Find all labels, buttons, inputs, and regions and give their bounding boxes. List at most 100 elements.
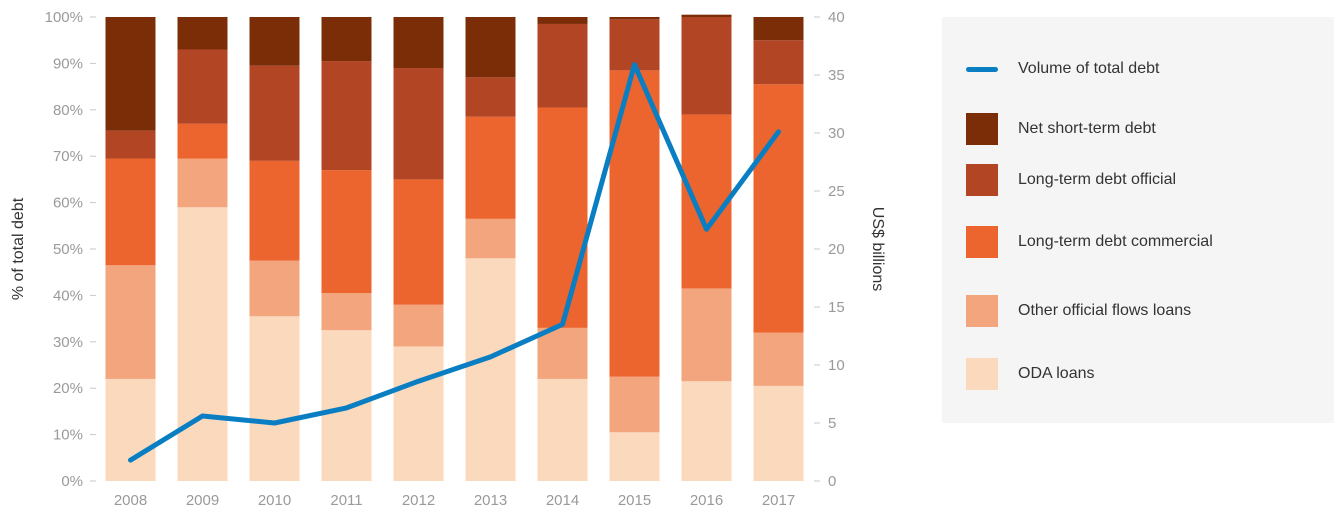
bar-segment-2010-long-term-debt-commercial xyxy=(249,160,300,261)
bar-segment-2008-other-official-flows-loans xyxy=(105,265,156,379)
bar-segment-2011-other-official-flows-loans xyxy=(321,293,372,331)
x-tick-label: 2015 xyxy=(618,492,651,507)
bar-segment-2008-oda-loans xyxy=(105,378,156,481)
y2-tick-label: 30 xyxy=(828,125,845,142)
x-tick-label: 2008 xyxy=(114,492,147,507)
y2-axis-title: US$ billions xyxy=(869,207,886,291)
y-axis-title: % of total debt xyxy=(10,197,27,300)
bar-segment-2013-net-short-term-debt xyxy=(465,17,516,78)
y2-tick-label: 20 xyxy=(828,241,845,258)
bar-segment-2016-oda-loans xyxy=(681,381,732,481)
bar-segment-2014-oda-loans xyxy=(537,378,588,481)
bar-segment-2017-oda-loans xyxy=(753,385,804,481)
y-tick-label: 80% xyxy=(53,102,83,119)
bar-segment-2017-long-term-debt-official xyxy=(753,40,804,85)
bar-segment-2016-long-term-debt-official xyxy=(681,17,732,115)
y-tick-label: 30% xyxy=(53,334,83,351)
bar-segment-2013-oda-loans xyxy=(465,258,516,481)
y2-tick-label: 15 xyxy=(828,299,845,316)
legend-label: Net short-term debt xyxy=(1018,120,1156,137)
bar-segment-2012-oda-loans xyxy=(393,346,444,481)
legend-swatch-line xyxy=(966,67,998,72)
x-tick-label: 2017 xyxy=(762,492,795,507)
y-tick-label: 40% xyxy=(53,287,83,304)
bar-segment-2015-long-term-debt-commercial xyxy=(609,70,660,377)
legend-label: ODA loans xyxy=(1018,365,1095,382)
bar-segment-2017-other-official-flows-loans xyxy=(753,332,804,386)
bar-segment-2014-long-term-debt-commercial xyxy=(537,107,588,328)
bar-segment-2010-long-term-debt-official xyxy=(249,65,300,161)
y2-tick-label: 10 xyxy=(828,357,845,374)
debt-volume-line-group xyxy=(128,62,781,463)
bar-segment-2016-net-short-term-debt xyxy=(681,14,732,17)
bar-segment-2009-net-short-term-debt xyxy=(177,17,228,50)
legend-swatch xyxy=(966,164,998,196)
bar-segment-2012-other-official-flows-loans xyxy=(393,304,444,347)
left-axis: 0% 10% 20% 30% 40% 50% 60% 70% 80% 90% 100% xyxy=(45,9,96,490)
legend-swatch xyxy=(966,358,998,390)
bar-segment-2013-long-term-debt-official xyxy=(465,77,516,117)
bar-segment-2012-long-term-debt-official xyxy=(393,68,444,180)
bar-segment-2012-long-term-debt-commercial xyxy=(393,179,444,305)
legend-label: Long-term debt official xyxy=(1018,171,1177,188)
bar-segment-2016-long-term-debt-commercial xyxy=(681,114,732,289)
bar-segment-2010-oda-loans xyxy=(249,316,300,481)
bar-segment-2011-net-short-term-debt xyxy=(321,17,372,62)
x-tick-label: 2011 xyxy=(330,492,362,507)
bar-segment-2015-long-term-debt-official xyxy=(609,19,660,71)
chart: 0% 10% 20% 30% 40% 50% 60% 70% 80% 90% 100% 0 5 10 15… xyxy=(10,9,886,507)
legend-label: Long-term debt commercial xyxy=(1018,233,1213,250)
x-tick-label: 2014 xyxy=(546,492,579,507)
y-tick-label: 70% xyxy=(53,148,83,165)
bar-segment-2011-long-term-debt-commercial xyxy=(321,170,372,294)
legend: Volume of total debt Net short-term debt… xyxy=(942,17,1334,423)
y-tick-label: 50% xyxy=(53,241,83,258)
bar-segment-2017-long-term-debt-commercial xyxy=(753,84,804,333)
x-axis: 2008 2009 2010 2011 2012 2013 2014 2015 2016 2017 xyxy=(114,492,795,507)
legend-swatch xyxy=(966,113,998,145)
bar-segment-2010-other-official-flows-loans xyxy=(249,260,300,317)
x-tick-label: 2013 xyxy=(474,492,507,507)
legend-swatch xyxy=(966,226,998,258)
bar-segment-2014-other-official-flows-loans xyxy=(537,327,588,379)
bar-segment-2014-net-short-term-debt xyxy=(537,17,588,24)
bar-segment-2008-long-term-debt-commercial xyxy=(105,158,156,266)
y2-tick-label: 0 xyxy=(828,473,836,490)
bar-segment-2013-other-official-flows-loans xyxy=(465,218,516,259)
y-tick-label: 60% xyxy=(53,195,83,212)
bar-segment-2017-net-short-term-debt xyxy=(753,17,804,41)
legend-item-long-term-debt-official: Long-term debt official xyxy=(942,164,1334,198)
x-tick-label: 2016 xyxy=(690,492,723,507)
y2-tick-label: 40 xyxy=(828,9,845,26)
y-tick-label: 0% xyxy=(61,473,83,490)
bar-segment-2015-net-short-term-debt xyxy=(609,17,660,20)
y-tick-label: 100% xyxy=(45,9,83,26)
y-tick-label: 90% xyxy=(53,55,83,72)
debt-volume-line xyxy=(128,62,781,463)
y2-tick-label: 5 xyxy=(828,415,836,432)
bar-segment-2009-other-official-flows-loans xyxy=(177,158,228,208)
bar-segment-2010-net-short-term-debt xyxy=(249,17,300,66)
bar-segment-2015-other-official-flows-loans xyxy=(609,376,660,433)
legend-item-oda-loans: ODA loans xyxy=(942,358,1334,392)
bar-segment-2009-long-term-debt-commercial xyxy=(177,123,228,159)
bar-segment-2008-long-term-debt-official xyxy=(105,130,156,159)
y2-tick-label: 35 xyxy=(828,67,845,84)
bar-segment-2012-net-short-term-debt xyxy=(393,17,444,69)
bar-segment-2009-long-term-debt-official xyxy=(177,49,228,124)
right-axis: 0 5 10 15 20 25 30 35 40 xyxy=(814,9,845,490)
legend-swatch xyxy=(966,295,998,327)
legend-item-volume-total-debt: Volume of total debt xyxy=(942,53,1334,87)
bar-segment-2016-other-official-flows-loans xyxy=(681,288,732,382)
x-tick-label: 2012 xyxy=(402,492,435,507)
bar-segment-2008-net-short-term-debt xyxy=(105,17,156,131)
y2-tick-label: 25 xyxy=(828,183,845,200)
y-tick-label: 20% xyxy=(53,380,83,397)
bar-segment-2015-oda-loans xyxy=(609,432,660,481)
bar-segment-2009-oda-loans xyxy=(177,207,228,482)
legend-label: Other official flows loans xyxy=(1018,302,1192,319)
bar-segment-2013-long-term-debt-commercial xyxy=(465,116,516,219)
legend-item-long-term-debt-commercial: Long-term debt commercial xyxy=(942,226,1334,260)
bars-group xyxy=(105,14,804,482)
legend-item-net-short-term-debt: Net short-term debt xyxy=(942,113,1334,147)
